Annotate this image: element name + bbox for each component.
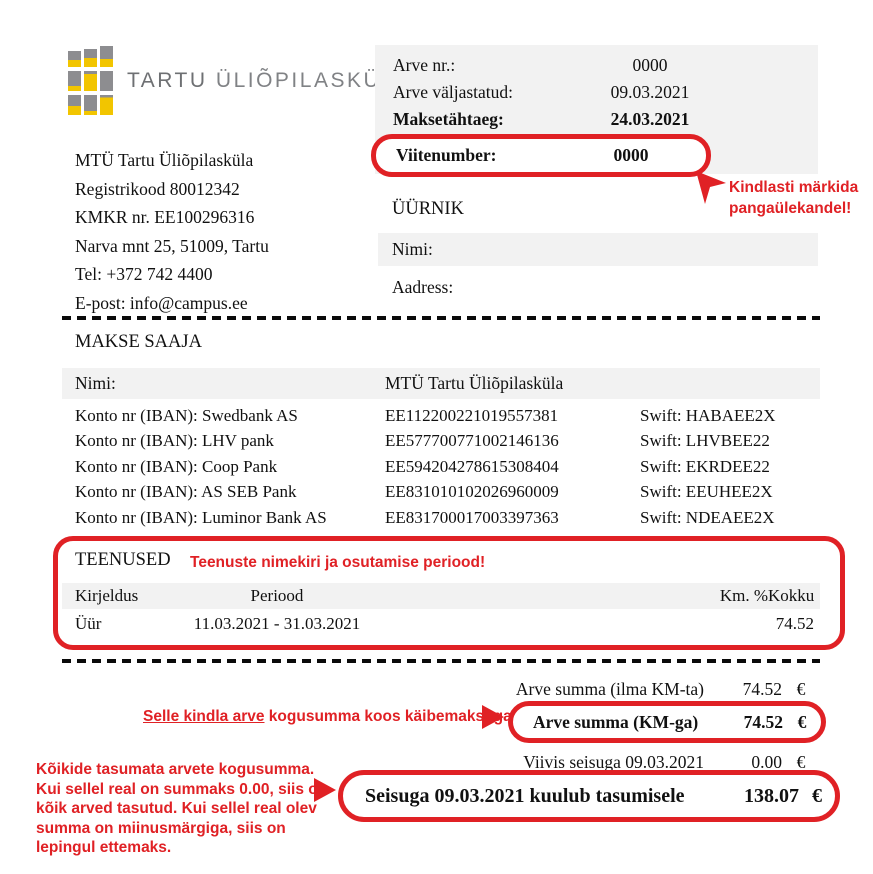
bank-account-row: Konto nr (IBAN): Swedbank AS EE112200221… xyxy=(62,403,820,429)
bank-account-row: Konto nr (IBAN): Luminor Bank AS EE83170… xyxy=(62,505,820,531)
bank-swift: Swift: EEUHEE2X xyxy=(640,482,773,502)
bank-account-row: Konto nr (IBAN): LHV pank EE577700771002… xyxy=(62,429,820,455)
bank-swift: Swift: EKRDEE22 xyxy=(640,456,770,476)
invoice-subtotal-row: Arve summa (ilma KM-ta) 74.52 € xyxy=(400,676,820,702)
section-divider xyxy=(62,659,820,663)
total-label: Arve summa (ilma KM-ta) xyxy=(515,678,704,699)
service-period: 11.03.2021 - 31.03.2021 xyxy=(193,614,361,633)
company-detail-line: E-post: info@campus.ee xyxy=(75,292,248,313)
total-amount: 138.07 xyxy=(744,784,799,807)
company-details: MTÜ Tartu Üliõpilasküla Registrikood 800… xyxy=(75,146,269,317)
section-divider xyxy=(62,316,820,320)
tenant-name-row: Nimi: xyxy=(378,233,818,266)
total-label: Seisuga 09.03.2021 kuulub tasumisele xyxy=(365,784,685,807)
payee-name-label: Nimi: xyxy=(75,373,116,393)
bank-label: Konto nr (IBAN): LHV pank xyxy=(75,431,274,451)
tenant-address-row: Aadress: xyxy=(378,271,818,304)
total-label: Arve summa (KM-ga) xyxy=(533,711,699,732)
service-total: 74.52 xyxy=(775,614,814,633)
company-detail-line: Registrikood 80012342 xyxy=(75,178,240,199)
total-amount: 74.52 xyxy=(743,711,783,732)
reference-number-highlight: Viitenumber: 0000 xyxy=(371,134,711,177)
meta-value: 24.03.2021 xyxy=(610,109,690,129)
payee-name-value: MTÜ Tartu Üliõpilasküla xyxy=(385,373,564,393)
currency-symbol: € xyxy=(796,751,806,772)
tenant-name-label: Nimi: xyxy=(392,239,433,259)
company-detail-line: KMKR nr. EE100296316 xyxy=(75,207,255,227)
balance-annotation: Kõikide tasumata arvete kogusumma. Kui s… xyxy=(36,761,328,856)
tenant-address-label: Aadress: xyxy=(392,277,454,297)
column-header: Kokku xyxy=(768,586,815,605)
bank-iban: EE594204278615308404 xyxy=(385,456,559,476)
bank-swift: Swift: HABAEE2X xyxy=(640,405,776,425)
currency-symbol: € xyxy=(797,711,807,732)
meta-value: 09.03.2021 xyxy=(610,82,690,102)
logo-grid-icon xyxy=(68,46,113,115)
column-header: Kirjeldus xyxy=(75,586,139,605)
bank-swift: Swift: LHVBEE22 xyxy=(640,431,770,451)
annotation-text: kogusumma koos käibemaksuga xyxy=(264,708,512,725)
total-amount: 74.52 xyxy=(742,678,782,699)
brand-primary: TARTU xyxy=(127,68,208,92)
meta-label: Maksetähtaeg: xyxy=(393,109,504,129)
meta-value: 0000 xyxy=(632,55,668,75)
services-annotation: Teenuste nimekiri ja osutamise periood! xyxy=(190,554,486,571)
brand-text: TARTU ÜLIÕPILASKÜLA xyxy=(127,69,412,93)
bank-account-list: Konto nr (IBAN): Swedbank AS EE112200221… xyxy=(62,403,820,531)
currency-symbol: € xyxy=(796,678,806,699)
services-title: TEENUSED xyxy=(75,550,171,570)
column-header: Km. % xyxy=(719,586,768,605)
service-description: Üür xyxy=(75,614,102,633)
tenant-section-title: ÜÜRNIK xyxy=(392,199,464,219)
payee-name-row: Nimi: MTÜ Tartu Üliõpilasküla xyxy=(62,368,820,399)
services-table-header: Kirjeldus Periood Km. % Kokku xyxy=(62,583,820,609)
bank-iban: EE112200221019557381 xyxy=(385,405,559,425)
payee-section-title: MAKSE SAAJA xyxy=(75,332,202,352)
invoice-total-highlight: Arve summa (KM-ga) 74.52 € xyxy=(508,701,826,743)
balance-due-highlight: Seisuga 09.03.2021 kuulub tasumisele 138… xyxy=(338,770,840,822)
bank-label: Konto nr (IBAN): AS SEB Pank xyxy=(75,482,297,502)
company-detail-line: MTÜ Tartu Üliõpilasküla xyxy=(75,150,254,170)
meta-label: Arve nr.: xyxy=(393,55,456,75)
arrow-right-icon xyxy=(314,778,336,802)
currency-symbol: € xyxy=(812,784,822,807)
company-logo: TARTU ÜLIÕPILASKÜLA xyxy=(68,46,412,115)
late-fee-row: Viivis seisuga 09.03.2021 0.00 € xyxy=(400,749,820,775)
services-table-row: Üür 11.03.2021 - 31.03.2021 74.52 xyxy=(62,611,820,637)
arrow-right-icon xyxy=(482,705,504,729)
annotation-underlined-text: Selle kindla arve xyxy=(143,708,265,725)
invoice-issued-row: Arve väljastatud: 09.03.2021 xyxy=(375,79,818,106)
meta-label: Arve väljastatud: xyxy=(393,82,514,102)
bank-iban: EE831700017003397363 xyxy=(385,507,559,527)
invoice-due-date-row: Maksetähtaeg: 24.03.2021 xyxy=(375,106,818,133)
brand-secondary: ÜLIÕPILASKÜLA xyxy=(215,68,412,92)
company-detail-line: Tel: +372 742 4400 xyxy=(75,264,213,284)
reference-annotation: Kindlasti märkida pangaülekandel! xyxy=(729,179,859,217)
meta-label: Viitenumber: xyxy=(396,145,497,165)
company-detail-line: Narva mnt 25, 51009, Tartu xyxy=(75,235,269,256)
services-section-highlight: TEENUSED Teenuste nimekiri ja osutamise … xyxy=(53,536,845,650)
pointer-arrow-icon xyxy=(696,171,726,204)
bank-account-row: Konto nr (IBAN): AS SEB Pank EE831010102… xyxy=(62,480,820,506)
meta-value: 0000 xyxy=(613,145,649,165)
bank-label: Konto nr (IBAN): Coop Pank xyxy=(75,456,278,476)
invoice-number-row: Arve nr.: 0000 xyxy=(375,52,818,79)
bank-swift: Swift: NDEAEE2X xyxy=(640,507,775,527)
bank-label: Konto nr (IBAN): Luminor Bank AS xyxy=(75,507,327,527)
total-amount: 0.00 xyxy=(751,751,782,772)
bank-iban: EE577700771002146136 xyxy=(385,431,559,451)
bank-iban: EE831010102026960009 xyxy=(385,482,559,502)
column-header: Periood xyxy=(250,586,304,605)
bank-label: Konto nr (IBAN): Swedbank AS xyxy=(75,405,298,425)
bank-account-row: Konto nr (IBAN): Coop Pank EE59420427861… xyxy=(62,454,820,480)
total-label: Viivis seisuga 09.03.2021 xyxy=(523,751,704,772)
invoice-total-annotation: Selle kindla arve kogusumma koos käibema… xyxy=(143,708,512,726)
